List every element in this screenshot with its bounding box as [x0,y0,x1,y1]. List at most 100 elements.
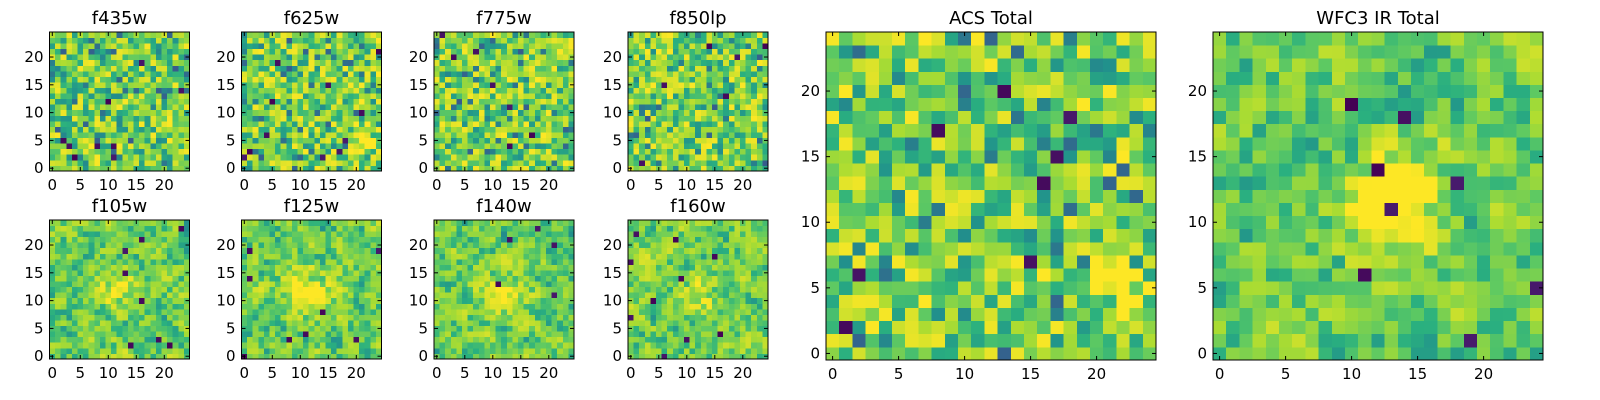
heatmap-cell [336,115,343,122]
heatmap-cell [275,236,282,243]
y-tick-label: 15 [409,264,428,282]
heatmap-cell [60,292,67,299]
heatmap-cell [644,76,651,83]
heatmap-cell [695,336,702,343]
heatmap-cell [303,242,310,249]
heatmap-cell [495,59,502,66]
heatmap-cell [484,37,491,44]
heatmap-cell [139,264,146,271]
heatmap-cell [252,297,259,304]
heatmap-cell [99,275,106,282]
heatmap-cell [291,104,298,111]
heatmap-cell [762,48,769,55]
heatmap-cell [139,109,146,116]
heatmap-cell [684,76,690,83]
heatmap-cell [99,325,106,332]
heatmap-cell [99,165,106,172]
heatmap-cell [745,98,752,105]
heatmap-cell [280,292,287,299]
heatmap-cell [319,109,326,116]
heatmap-cell [678,292,685,299]
heatmap-cell [55,347,62,354]
heatmap-cell [456,115,463,122]
heatmap-cell [342,242,349,249]
heatmap-cell [639,303,646,310]
heatmap-cell [286,281,293,288]
heatmap-cell [325,225,332,232]
heatmap-cell [353,154,360,161]
heatmap-cell [122,253,129,260]
heatmap-cell [700,325,707,332]
heatmap-cell [628,98,634,105]
heatmap-cell [49,98,56,105]
heatmap-cell [297,126,304,133]
heatmap-cell [269,120,276,127]
heatmap-cell [364,225,371,232]
heatmap-cell [728,320,735,327]
heatmap-cell [562,104,569,111]
heatmap-cell [467,37,474,44]
heatmap-cell [723,314,730,321]
heatmap-cell [155,236,162,243]
heatmap-cell [756,137,763,144]
heatmap-cell [319,347,326,354]
heatmap-cell [712,320,718,327]
heatmap-cell [734,70,741,77]
heatmap-cell [551,286,558,293]
heatmap-cell [280,281,287,288]
heatmap-cell [450,120,457,127]
heatmap-cell [445,109,452,116]
heatmap-cell [751,297,758,304]
heatmap-cell [325,331,332,338]
heatmap-cell [139,247,146,254]
heatmap-cell [695,137,702,144]
heatmap-cell [751,115,758,122]
heatmap-cell [247,236,254,243]
heatmap-cell [546,154,552,161]
heatmap-cell [60,126,67,133]
heatmap-cell [540,303,547,310]
heatmap-cell [568,104,575,111]
heatmap-cell [88,65,95,72]
heatmap-cell [359,314,366,321]
heatmap-cell [450,70,457,77]
heatmap-cell [667,281,674,288]
heatmap-cell [540,137,547,144]
heatmap-cell [55,331,62,338]
heatmap-cell [55,137,62,144]
heatmap-cell [478,37,485,44]
heatmap-cell [172,347,179,354]
heatmap-cell [656,54,662,61]
heatmap-cell [762,342,769,349]
heatmap-cell [529,137,536,144]
heatmap-cell [495,126,502,133]
heatmap-cell [88,297,95,304]
heatmap-cell [353,242,360,249]
heatmap-cell [133,59,140,66]
heatmap-cell [644,325,651,332]
heatmap-cell [762,286,769,293]
heatmap-cell [445,286,452,293]
heatmap-cell [49,275,56,282]
heatmap-cell [60,353,67,360]
heatmap-cell [728,286,735,293]
heatmap-cell [127,76,134,83]
heatmap-cell [562,225,569,232]
heatmap-cell [434,37,440,44]
heatmap-cell [291,353,298,360]
heatmap-cell [275,98,282,105]
heatmap-cell [99,126,106,133]
heatmap-cell [506,109,513,116]
heatmap-cell [678,320,685,327]
heatmap-cell [478,120,485,127]
heatmap-cell [66,308,73,315]
heatmap-cell [557,342,564,349]
heatmap-cell [308,65,315,72]
heatmap-cell [728,154,735,161]
heatmap-cell [172,292,179,299]
heatmap-cell [518,231,524,238]
heatmap-cell [478,93,485,100]
heatmap-cell [546,65,552,72]
heatmap-cell [172,303,179,310]
heatmap-cell [490,132,496,139]
